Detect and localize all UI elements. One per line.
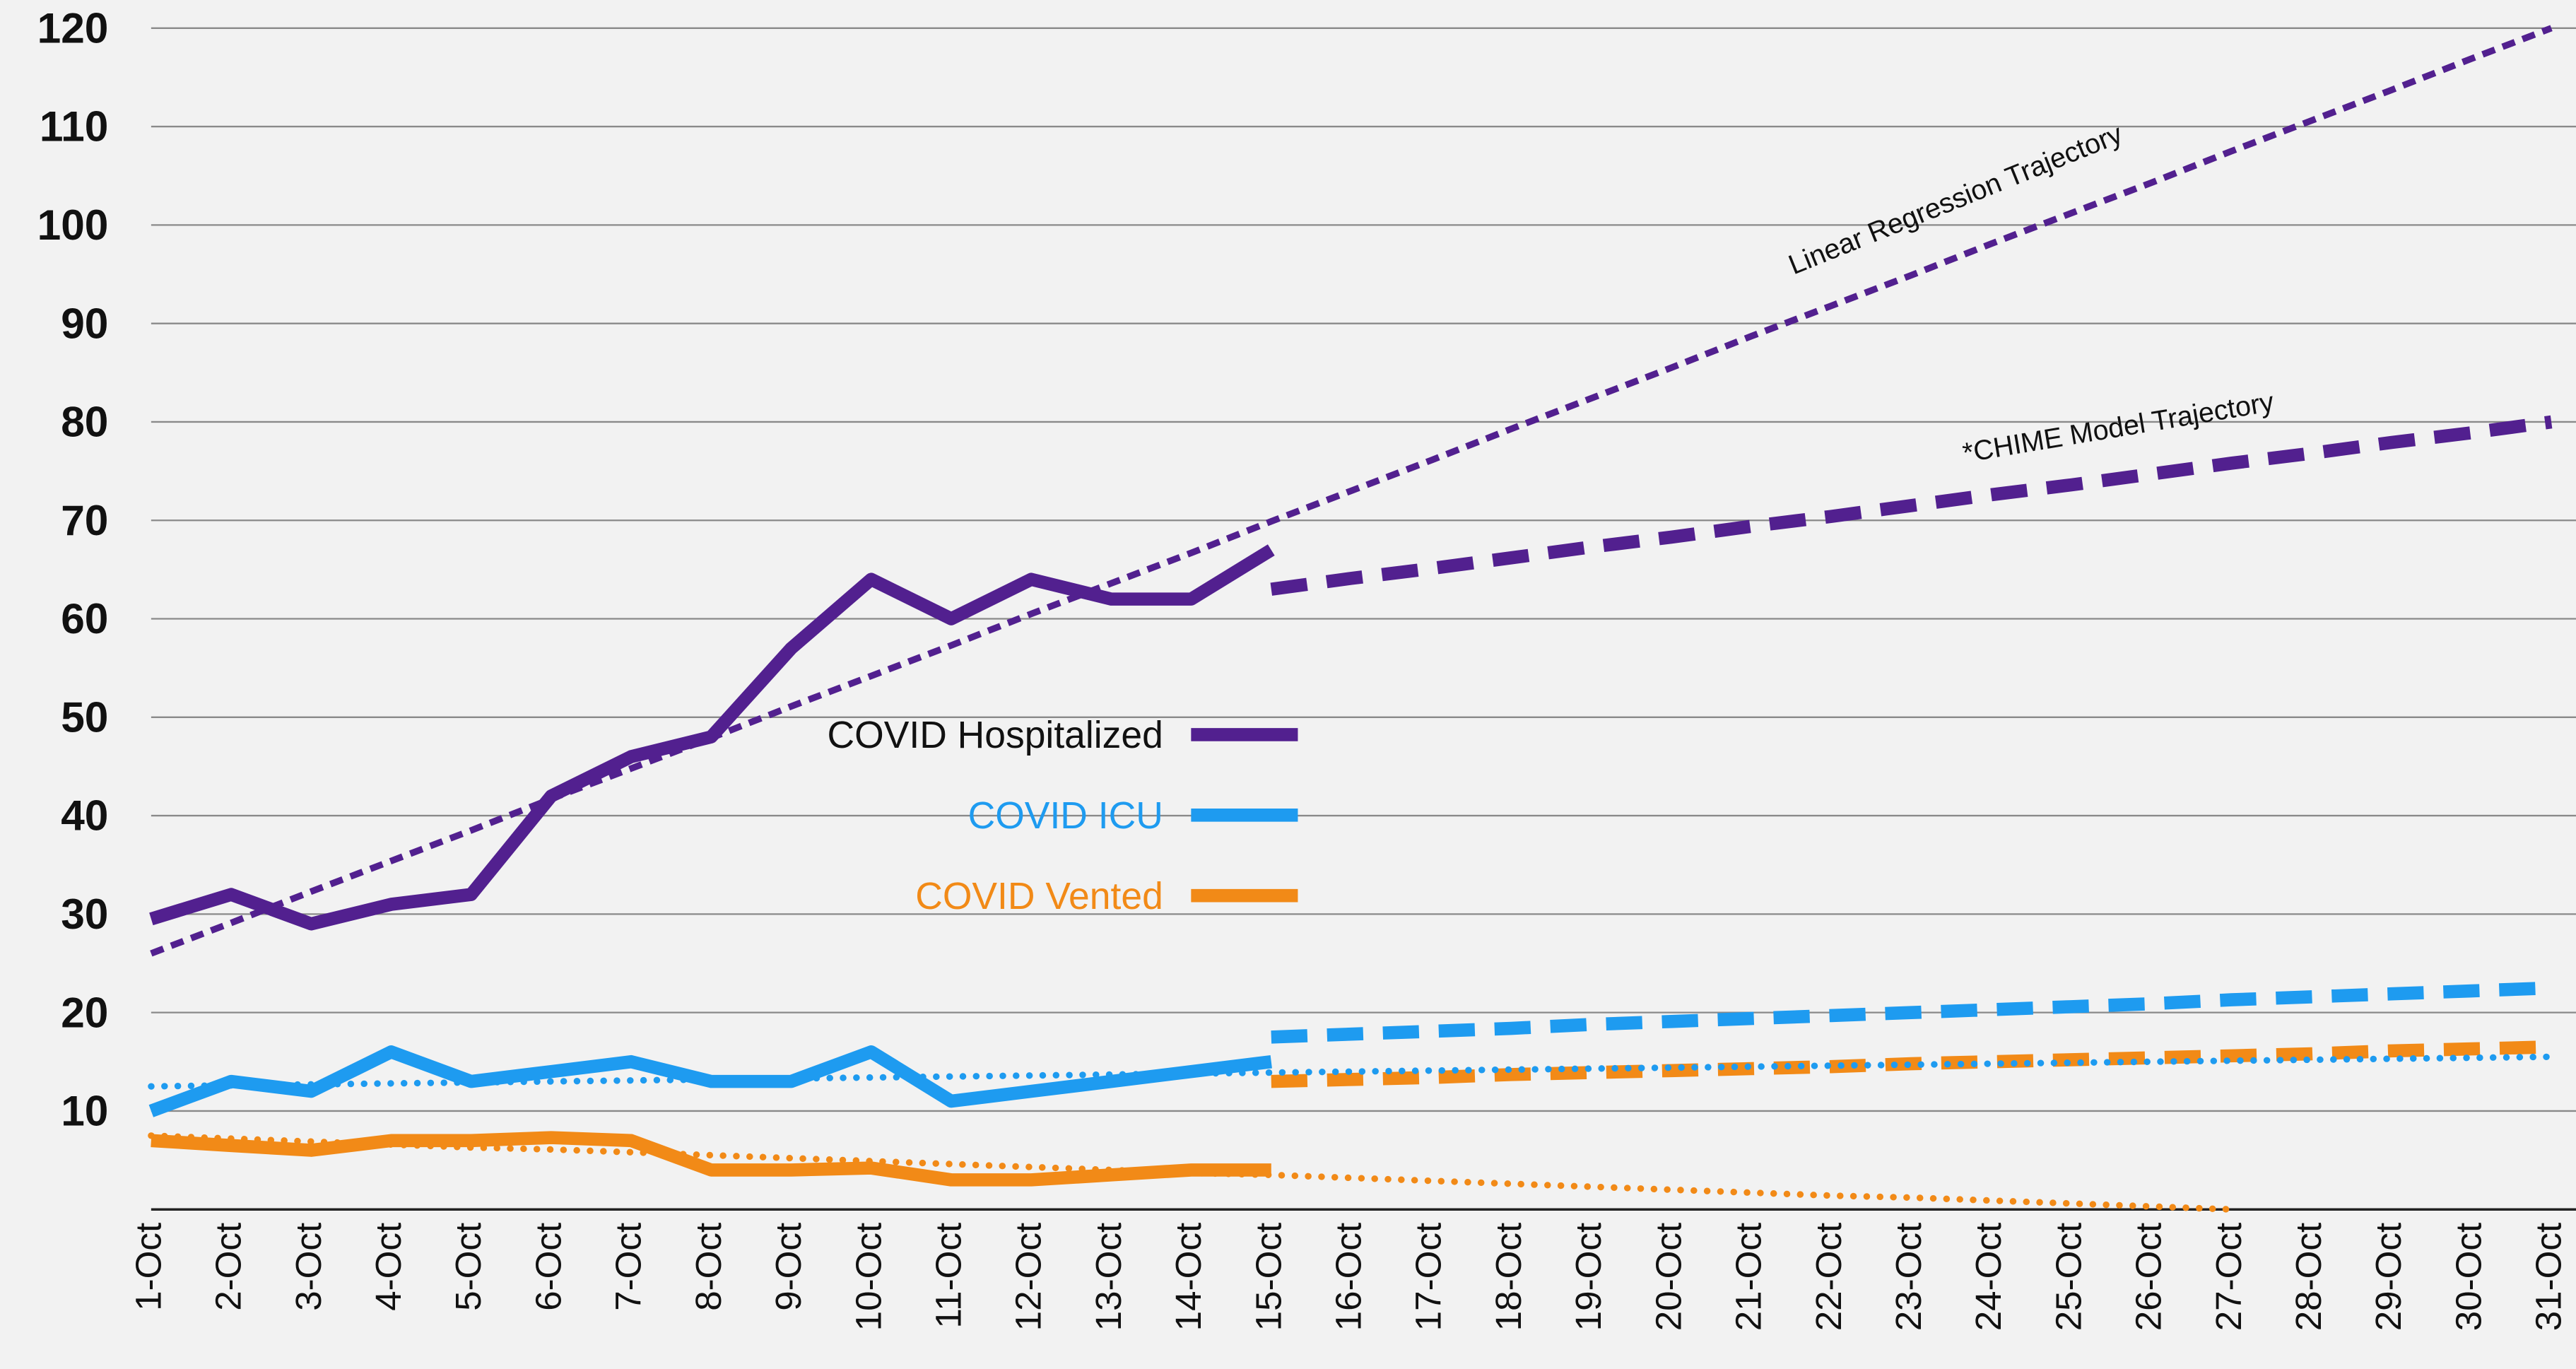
series-line <box>1271 981 2552 1044</box>
x-tick-label: 3-Oct <box>288 1223 329 1311</box>
x-tick-label: 17-Oct <box>1408 1223 1449 1331</box>
x-tick-label: 25-Oct <box>2048 1223 2088 1331</box>
y-tick-label: 90 <box>61 299 108 347</box>
series-line <box>151 1131 1271 1187</box>
y-tick-label: 30 <box>61 890 108 938</box>
x-tick-label: 4-Oct <box>368 1223 408 1311</box>
legend-label: COVID Vented <box>915 876 1163 917</box>
series-line <box>148 1045 1272 1117</box>
y-tick-label: 100 <box>37 201 109 249</box>
series-line <box>149 544 1275 931</box>
x-tick-label: 23-Oct <box>1888 1223 1929 1331</box>
x-tick-label: 11-Oct <box>928 1223 968 1329</box>
y-tick-label: 120 <box>37 4 109 52</box>
x-tick-label: 14-Oct <box>1168 1223 1208 1331</box>
x-tick-label: 1-Oct <box>128 1223 168 1311</box>
legend-label: COVID ICU <box>968 795 1163 837</box>
x-tick-label: 19-Oct <box>1568 1223 1608 1331</box>
x-tick-label: 12-Oct <box>1008 1223 1049 1331</box>
x-tick-label: 2-Oct <box>208 1223 249 1311</box>
x-tick-label: 10-Oct <box>848 1223 888 1331</box>
y-tick-label: 70 <box>61 496 108 544</box>
series-line <box>1270 415 2553 596</box>
x-tick-label: 29-Oct <box>2368 1223 2409 1331</box>
y-tick-label: 60 <box>61 594 108 642</box>
x-tick-label: 24-Oct <box>1968 1223 2009 1331</box>
x-tick-label: 8-Oct <box>688 1223 729 1311</box>
series-line <box>148 1053 2555 1090</box>
x-tick-label: 9-Oct <box>768 1223 808 1311</box>
x-tick-label: 20-Oct <box>1648 1223 1688 1331</box>
y-tick-label: 50 <box>61 693 108 741</box>
legend-label: COVID Hospitalized <box>828 715 1163 756</box>
y-tick-label: 10 <box>61 1087 108 1135</box>
x-tick-label: 21-Oct <box>1729 1223 1769 1331</box>
x-tick-label: 31-Oct <box>2529 1223 2569 1331</box>
x-tick-label: 15-Oct <box>1248 1223 1288 1331</box>
series-line <box>1271 1040 2552 1088</box>
y-tick-label: 80 <box>61 398 108 446</box>
x-tick-label: 13-Oct <box>1088 1223 1129 1331</box>
x-tick-label: 7-Oct <box>608 1223 649 1311</box>
x-tick-label: 27-Oct <box>2209 1223 2249 1331</box>
x-tick-label: 22-Oct <box>1809 1223 1849 1331</box>
x-tick-label: 6-Oct <box>528 1223 568 1311</box>
x-tick-label: 16-Oct <box>1329 1223 1369 1331</box>
x-tick-label: 26-Oct <box>2129 1223 2169 1331</box>
y-tick-label: 110 <box>40 102 109 151</box>
x-tick-label: 28-Oct <box>2288 1223 2329 1331</box>
y-tick-label: 40 <box>61 792 108 840</box>
x-tick-label: 30-Oct <box>2448 1223 2488 1331</box>
x-tick-label: 5-Oct <box>448 1223 488 1311</box>
x-tick-label: 18-Oct <box>1488 1223 1529 1331</box>
y-tick-label: 20 <box>61 988 108 1036</box>
